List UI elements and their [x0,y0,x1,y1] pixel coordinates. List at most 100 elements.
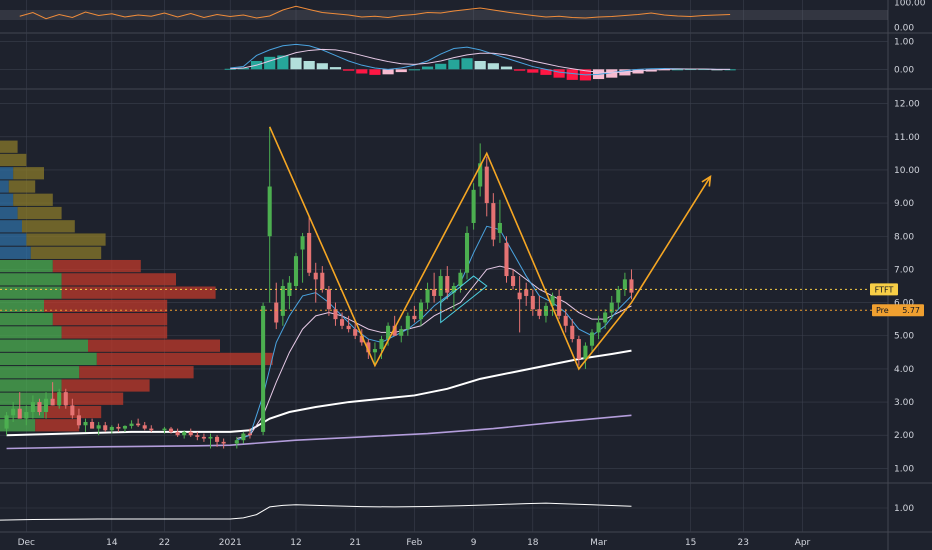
x-tick-label: 18 [527,538,539,548]
candle-body [583,345,588,359]
candle-body [70,405,75,416]
volume-profile-down-bar [44,299,168,313]
candle-body [511,276,516,286]
candle-body [326,289,331,310]
candle-body [451,286,456,293]
volume-profile-up-bar [0,246,31,259]
candle-body [478,163,483,187]
price-tick-label: 10.00 [894,166,920,176]
volume-profile-down-bar [61,286,216,299]
rsi-band [0,10,888,20]
candle-body [267,186,272,237]
candle-body [241,433,246,441]
pre-price-tag-label: Pre [876,306,889,315]
candle-body [149,428,154,431]
volume-profile-up-bar [0,220,22,233]
price-tick-label: 2.00 [894,431,914,441]
volume-profile-down-bar [96,352,273,366]
x-tick-label: 2021 [219,538,242,548]
candle-body [274,302,279,323]
candle-body [458,272,463,286]
candle-body [129,423,134,426]
candle-body [320,272,325,290]
candle-body [122,425,128,429]
candle-body [221,441,226,444]
macd-histogram-bar [671,69,684,71]
pre-price-tag [872,304,924,317]
triangle-pattern [440,275,488,324]
price-tick-label: 12.00 [894,100,920,110]
candle-body [340,319,345,326]
candle-body [392,325,397,336]
candle-body [215,436,220,442]
macd-histogram-bar [343,69,355,71]
candle-body [366,342,371,353]
macd-histogram-bar [487,63,499,70]
macd-histogram-bar [395,69,407,73]
candle-body [570,325,575,340]
candle-body [464,232,470,273]
macd-histogram-bar [448,59,460,70]
macd-histogram-bar [329,67,342,70]
macd-histogram-bar [303,61,315,70]
candle-body [162,428,167,431]
price-tick-label: 6.00 [894,299,914,309]
candle-body [550,295,555,306]
candle-body [30,402,35,413]
candle-body [596,322,601,333]
candle-body [399,329,404,336]
candle-body [175,431,180,436]
price-tick-label: 11.00 [894,133,920,143]
candle-body [471,189,476,223]
candle-body [307,232,312,273]
x-tick-label: 22 [159,538,170,548]
volume-profile-up-bar [0,379,62,392]
macd-histogram-bar [382,69,394,75]
volume-profile-down-bar [17,206,62,220]
price-axis[interactable]: 100.00 0.00 1.00 0.00 12.00 11.00 10.00 9.00 8.0… [870,0,926,514]
macd-histogram-bar [527,69,539,73]
candle-body [76,415,81,426]
candle-body [432,289,437,296]
candle-body [589,332,595,346]
candle-body [353,329,358,336]
rsi-line [19,5,731,20]
candle-body [195,435,200,437]
candle-body [418,302,424,320]
volume-profile-down-bar [61,326,168,339]
candle-body [182,431,187,436]
volume-profile-down-bar [61,379,150,392]
x-tick-label: 12 [290,538,301,548]
macd-histogram-bar [264,56,276,70]
volume-profile-up-bar [0,339,88,352]
volume-profile-down-bar [8,180,36,193]
macd-histogram-bar [566,69,578,80]
candle-body [346,325,351,330]
volume-profile-down-bar [0,153,27,167]
macd-histogram-bar [316,63,328,70]
volume-profile-down-bar [22,220,75,233]
candle-body [576,339,581,359]
volume-profile-up-bar [0,259,53,273]
candle-body [438,276,443,296]
x-tick-label: 14 [106,538,118,548]
time-axis[interactable]: Dec 14 22 2021 12 21 Feb 9 18 Mar 15 23 Apr [18,538,811,548]
price-tick-label: 1.00 [894,464,914,474]
candle-body [287,282,292,296]
signal-line [230,48,731,74]
macd-histogram-bar [474,61,486,70]
volume-profile-down-bar [52,259,141,273]
candle-body [234,440,239,444]
price-tick-label: 7.00 [894,265,914,275]
x-tick-label: Feb [406,538,422,548]
x-tick-label: Apr [795,538,811,548]
price-tick-label: 9.00 [894,199,914,209]
macd-histogram-bar [540,69,552,75]
price-tick-label: 3.00 [894,398,914,408]
candle-body [484,166,489,204]
candle-body [445,276,450,293]
volume-profile-up-bar [0,273,62,286]
projection-arrowhead [701,175,712,187]
candle-body [300,236,305,250]
